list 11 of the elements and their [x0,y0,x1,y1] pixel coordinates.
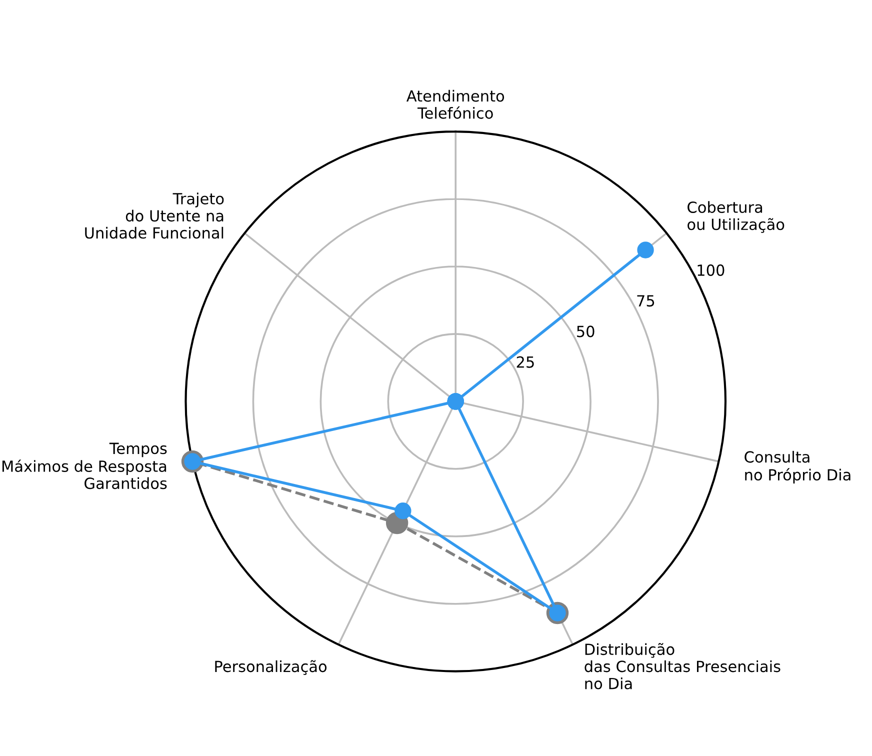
spoke-label: Personalização [215,660,327,675]
y-tick-label: 100 [698,264,724,276]
spoke-label: Trajeto do Utente na Unidade Funcional [85,192,224,239]
spoke-label: Distribuição das Consultas Presenciais no Dia [584,642,780,690]
spoke-label: Atendimento Telefónico [406,90,504,119]
y-tick-label: 25 [516,356,534,368]
y-tick-label: 75 [637,295,654,307]
y-tick-label: 50 [577,326,594,338]
spoke-label: Consulta no Próprio Dia [744,450,850,484]
spoke-label: Cobertura ou Utilização [688,201,784,233]
spoke-label: Tempos Máximos de Resposta Garantidos [2,442,167,490]
